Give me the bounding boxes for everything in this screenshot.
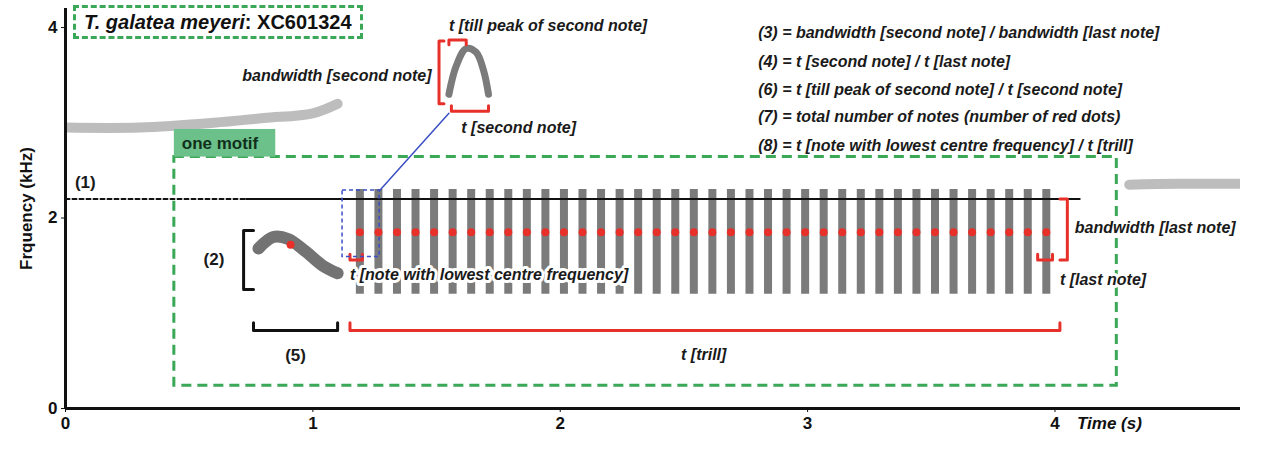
svg-text:Frquency (kHz): Frquency (kHz) xyxy=(17,147,36,270)
svg-text:t [note with lowest centre fre: t [note with lowest centre frequency] xyxy=(350,266,629,283)
svg-text:bandwidth [second note]: bandwidth [second note] xyxy=(242,67,432,84)
svg-text:4: 4 xyxy=(1050,414,1060,433)
svg-text:Time (s): Time (s) xyxy=(1077,414,1142,433)
svg-text:one motif: one motif xyxy=(182,134,259,153)
svg-text:2: 2 xyxy=(48,208,57,227)
svg-text:(6) = t [till peak of second n: (6) = t [till peak of second note] / t [… xyxy=(758,81,1123,98)
svg-text:t [second note]: t [second note] xyxy=(461,119,576,136)
svg-text:2: 2 xyxy=(556,414,565,433)
svg-text:bandwidth [last note]: bandwidth [last note] xyxy=(1075,219,1237,236)
svg-text:3: 3 xyxy=(803,414,812,433)
svg-text:(2): (2) xyxy=(204,250,225,269)
svg-text:(5): (5) xyxy=(285,346,306,365)
svg-text:(1): (1) xyxy=(75,173,96,192)
svg-text:t [last note]: t [last note] xyxy=(1060,271,1147,288)
svg-text:t [till peak of second note]: t [till peak of second note] xyxy=(449,17,648,34)
svg-text:t [trill]: t [trill] xyxy=(681,346,727,363)
svg-text:(3) = bandwidth [second note]: (3) = bandwidth [second note] / bandwidt… xyxy=(758,24,1160,41)
svg-text:0: 0 xyxy=(48,399,57,418)
svg-text:(8) = t [note with lowest cent: (8) = t [note with lowest centre frequen… xyxy=(758,137,1133,154)
svg-text:t [last note]: t [last note] xyxy=(1060,271,1147,288)
svg-text:t [note with lowest centre fre: t [note with lowest centre frequency] xyxy=(350,266,629,283)
svg-text:(7) = total number of notes (n: (7) = total number of notes (number of r… xyxy=(758,108,1120,125)
svg-text:(4) = t [second note] / t [las: (4) = t [second note] / t [last note] xyxy=(758,53,1011,70)
svg-text:1: 1 xyxy=(308,414,317,433)
svg-text:bandwidth [last note]: bandwidth [last note] xyxy=(1075,219,1237,236)
svg-text:0: 0 xyxy=(61,414,70,433)
svg-text:4: 4 xyxy=(48,18,58,37)
html-text:T. galatea meyeri: XC601324: T. galatea meyeri: XC601324 xyxy=(84,11,352,33)
